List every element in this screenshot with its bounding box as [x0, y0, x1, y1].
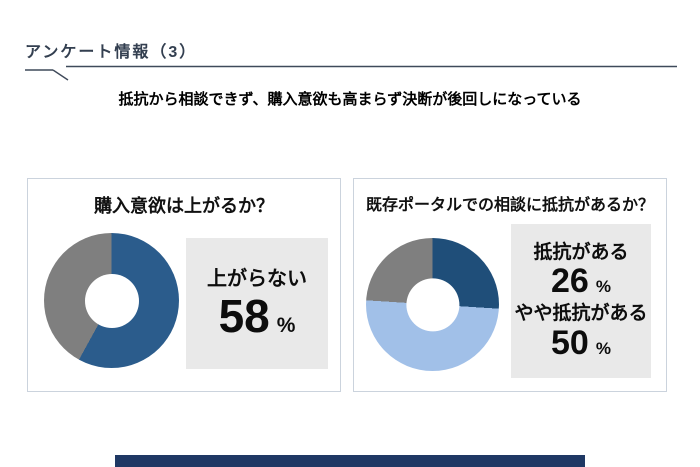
stat-label: 上がらない: [207, 267, 307, 290]
stat-percent-sign: %: [595, 277, 611, 297]
stat-callout-portal-resistance: 抵抗がある 26% やや抵抗がある 50%: [511, 224, 651, 378]
stat-number: 50: [551, 323, 589, 362]
stat-value: 26%: [551, 262, 611, 301]
stat-percent-sign: %: [595, 338, 611, 358]
stat-no-increase: 上がらない 58%: [207, 267, 307, 340]
footer-accent-bar: [115, 455, 585, 467]
stat-percent-sign: %: [276, 313, 296, 337]
stat-some-resistance: やや抵抗がある 50%: [514, 302, 647, 361]
stat-label: 抵抗がある: [533, 241, 629, 263]
stat-number: 58: [218, 289, 270, 342]
slide-message: 抵抗から相談できず、購入意欲も高まらず決断が後回しになっている: [118, 91, 582, 108]
panel-question-purchase-intent: 購入意欲は上がるか？: [94, 196, 274, 217]
page-title: アンケート情報（3）: [25, 44, 198, 61]
stat-value: 58%: [219, 292, 296, 340]
donut-chart-portal-resistance: [366, 238, 499, 371]
title-underline-decoration: [25, 65, 677, 81]
stat-has-resistance: 抵抗がある 26%: [533, 241, 628, 300]
stat-label: やや抵抗がある: [514, 303, 648, 324]
panel-question-portal-resistance: 既存ポータルでの相談に抵抗があるか？: [365, 195, 654, 214]
stat-number: 26: [551, 262, 589, 301]
stat-callout-purchase-intent: 上がらない 58%: [186, 238, 328, 369]
stat-value: 50%: [551, 323, 611, 362]
donut-chart-purchase-intent: [44, 233, 179, 368]
panel-purchase-intent: 購入意欲は上がるか？ 上がらない 58%: [27, 178, 341, 392]
panel-portal-resistance: 既存ポータルでの相談に抵抗があるか？ 抵抗がある 26% やや抵抗がある 50%: [353, 178, 667, 392]
